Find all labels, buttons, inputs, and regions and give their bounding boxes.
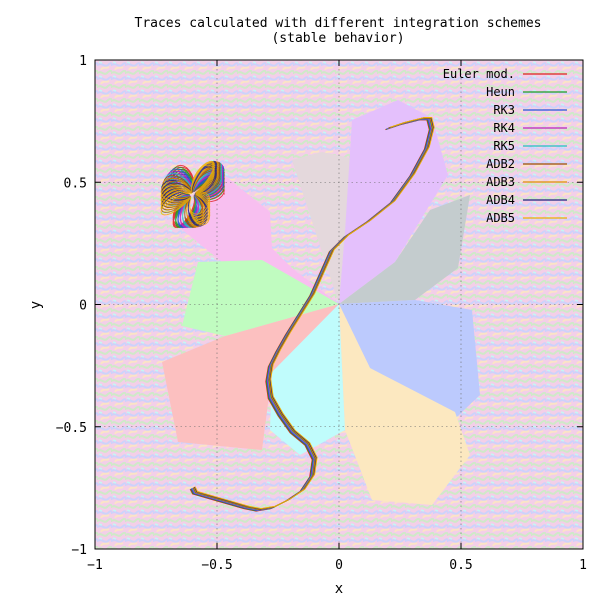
trace-lines bbox=[189, 116, 435, 512]
legend-label: ADB5 bbox=[486, 211, 515, 225]
chart-subtitle: (stable behavior) bbox=[271, 31, 404, 46]
basin-gray bbox=[339, 195, 470, 304]
legend: Euler mod. Heun RK3 RK4 RK5 ADB2 ADB3 ADB4 ADB5 bbox=[443, 67, 567, 225]
legend-label: Heun bbox=[486, 85, 515, 99]
basin-green bbox=[182, 260, 339, 336]
legend-label: RK4 bbox=[493, 121, 515, 135]
legend-label: ADB2 bbox=[486, 157, 515, 171]
y-tick-label: 0 bbox=[79, 299, 87, 314]
attractor-adb5 bbox=[160, 160, 215, 226]
x-tick-label: 0 bbox=[335, 558, 343, 573]
attractor-rk4 bbox=[166, 163, 224, 229]
basin-beige bbox=[292, 152, 350, 304]
basin-pink bbox=[180, 170, 339, 304]
x-tick-label: −0.5 bbox=[201, 558, 232, 573]
chart-title: Traces calculated with different integra… bbox=[135, 16, 542, 31]
y-axis: −1 −0.5 0 0.5 1 bbox=[56, 54, 583, 558]
basin-blue bbox=[339, 300, 480, 428]
x-tick-label: 0.5 bbox=[449, 558, 472, 573]
trace-adb5 bbox=[194, 116, 435, 510]
basin-cyan bbox=[270, 304, 345, 455]
legend-label: Euler mod. bbox=[443, 67, 515, 81]
y-tick-label: 1 bbox=[79, 54, 87, 69]
legend-label: RK5 bbox=[493, 139, 515, 153]
legend-label: ADB4 bbox=[486, 193, 515, 207]
attractor-loops bbox=[160, 160, 225, 229]
basin-yellow bbox=[339, 304, 470, 505]
y-tick-label: 0.5 bbox=[64, 176, 87, 191]
x-tick-label: 1 bbox=[579, 558, 587, 573]
x-axis: −1 −0.5 0 0.5 1 bbox=[87, 60, 587, 573]
x-axis-label: x bbox=[335, 581, 343, 597]
y-tick-label: −0.5 bbox=[56, 421, 87, 436]
y-axis-label: y bbox=[28, 301, 44, 309]
legend-label: ADB3 bbox=[486, 175, 515, 189]
legend-label: RK3 bbox=[493, 103, 515, 117]
basin-salmon bbox=[162, 304, 339, 450]
x-tick-label: −1 bbox=[87, 558, 103, 573]
y-tick-label: −1 bbox=[71, 543, 87, 558]
